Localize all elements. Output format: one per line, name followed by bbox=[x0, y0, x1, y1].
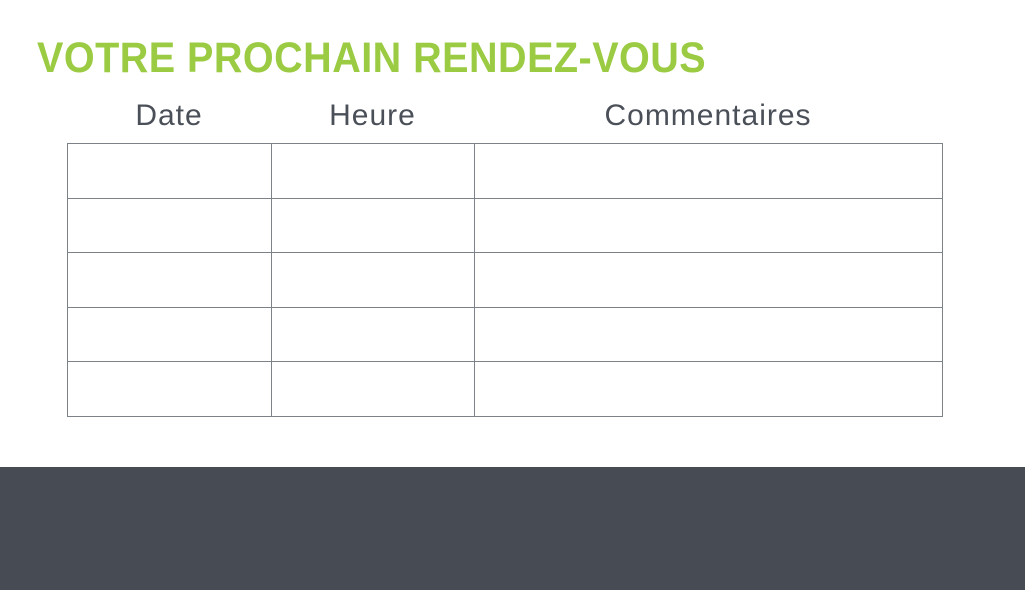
table-row bbox=[67, 306, 943, 363]
table-cell bbox=[474, 306, 943, 363]
column-header-date: Date bbox=[135, 99, 203, 132]
table-cell bbox=[474, 143, 943, 199]
footer-bar bbox=[0, 467, 1025, 590]
table-cell bbox=[67, 197, 272, 254]
appointments-table: Date Heure Commentaires bbox=[67, 99, 943, 417]
page-title: VOTRE PROCHAIN RENDEZ-VOUS bbox=[37, 34, 707, 82]
table-row bbox=[67, 252, 943, 308]
table-cell bbox=[474, 361, 943, 417]
appointments-grid bbox=[67, 143, 943, 417]
table-row bbox=[67, 197, 943, 254]
table-cell bbox=[271, 252, 475, 308]
table-cell bbox=[67, 143, 272, 199]
table-cell bbox=[67, 361, 272, 417]
table-cell bbox=[271, 143, 475, 199]
table-cell bbox=[271, 197, 475, 254]
table-cell bbox=[271, 361, 475, 417]
table-header-row: Date Heure Commentaires bbox=[67, 99, 942, 132]
table-cell bbox=[271, 306, 475, 363]
table-cell bbox=[474, 197, 943, 254]
table-row bbox=[67, 361, 943, 417]
column-header-heure: Heure bbox=[329, 99, 416, 132]
table-row bbox=[67, 143, 943, 199]
table-cell bbox=[67, 252, 272, 308]
table-cell bbox=[474, 252, 943, 308]
table-cell bbox=[67, 306, 272, 363]
column-header-commentaires: Commentaires bbox=[604, 99, 812, 132]
